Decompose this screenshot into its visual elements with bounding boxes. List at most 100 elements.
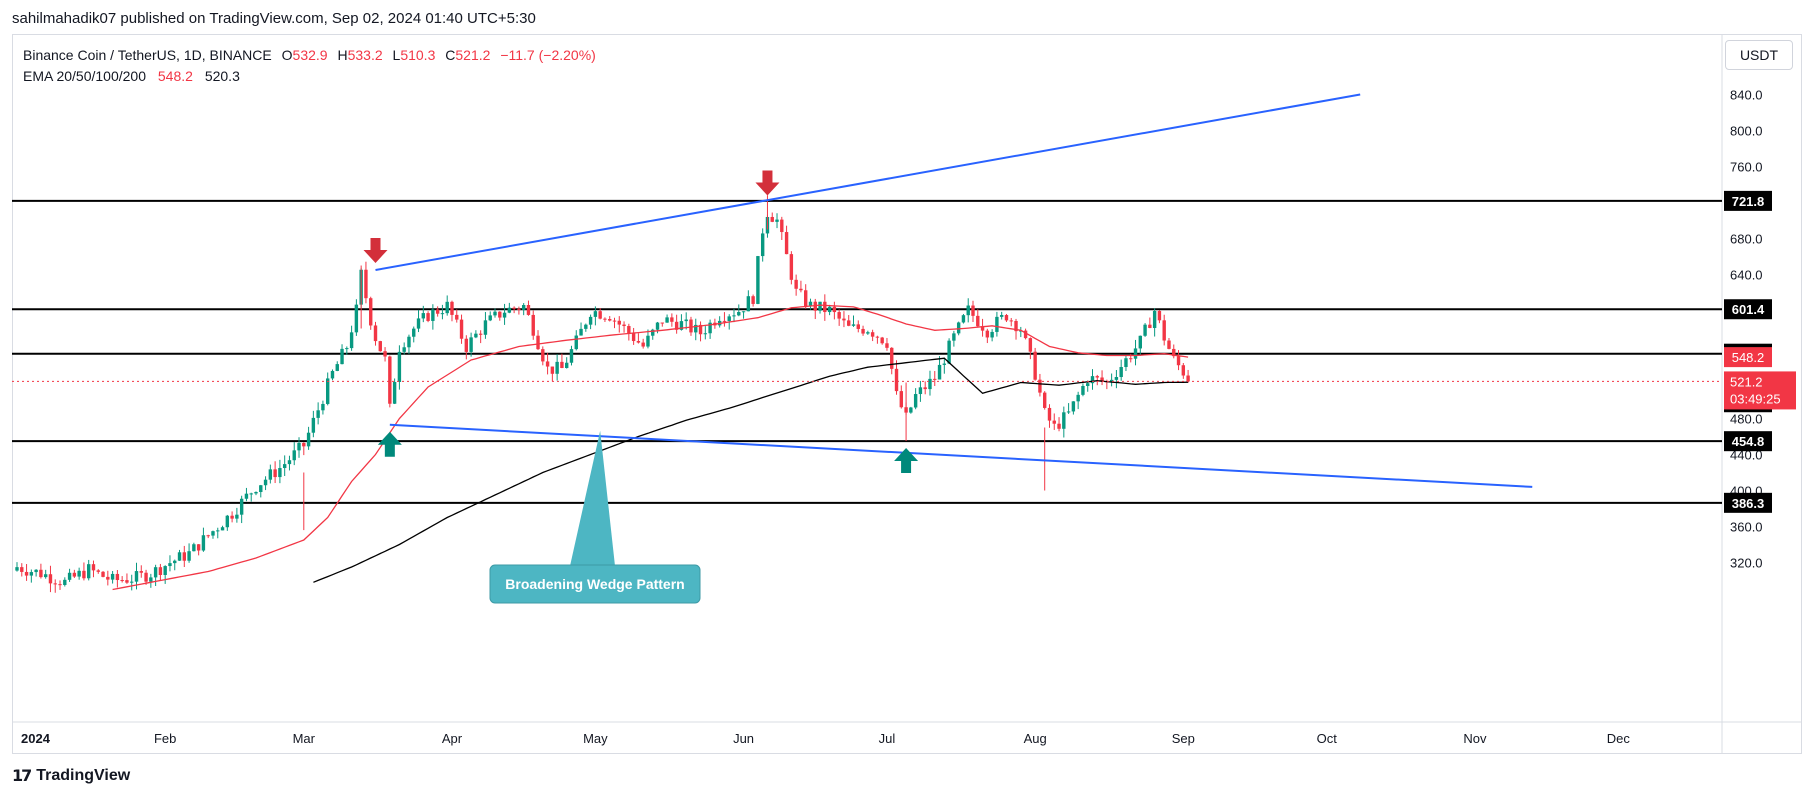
candle-body	[1176, 356, 1181, 366]
candle-body	[192, 544, 196, 552]
candle-body	[588, 316, 593, 325]
candle-body	[201, 535, 206, 551]
candle-body	[636, 341, 641, 343]
low-label: L	[392, 47, 401, 63]
candle-body	[326, 378, 330, 404]
candle-body	[1019, 330, 1023, 332]
close-value: 521.2	[455, 47, 491, 63]
candle-body	[708, 322, 712, 334]
candle-body	[1119, 367, 1123, 378]
candle-body	[1076, 394, 1080, 402]
candle-body	[163, 566, 167, 575]
candle-body	[1152, 310, 1157, 328]
candle-body	[1172, 348, 1176, 357]
candle-body	[569, 349, 574, 363]
candle-body	[1071, 401, 1076, 412]
change-value: −11.7 (−2.20%)	[500, 47, 596, 63]
up-arrow-icon	[377, 431, 402, 457]
candle-body	[340, 348, 344, 365]
candle-body	[760, 233, 765, 257]
candle-body	[842, 318, 846, 321]
candle-body	[421, 313, 425, 319]
candle-body	[144, 572, 148, 582]
time-axis-label: Jul	[879, 731, 896, 746]
candle-body	[82, 570, 86, 579]
candle-body	[890, 347, 894, 369]
candle-body	[593, 311, 598, 317]
candle-body	[866, 332, 870, 334]
ema-indicator-label[interactable]: EMA 20/50/100/200	[23, 68, 146, 84]
candle-body	[971, 305, 975, 316]
candle-body	[1162, 320, 1166, 341]
time-axis-label: Oct	[1317, 731, 1338, 746]
candle-body	[125, 580, 129, 583]
candle-body	[1062, 412, 1066, 429]
candle-body	[254, 492, 258, 494]
candle-body	[665, 317, 669, 323]
level-badge-label: 721.8	[1732, 194, 1765, 209]
candle-body	[106, 576, 110, 580]
candle-body	[20, 567, 24, 572]
candle-body	[545, 361, 550, 367]
candle-body	[330, 370, 335, 379]
candle-body	[292, 450, 296, 461]
candle-body	[913, 394, 918, 408]
candle-body	[412, 328, 416, 337]
candle-body	[780, 219, 784, 233]
currency-button[interactable]: USDT	[1725, 40, 1793, 70]
candle-body	[1014, 320, 1018, 332]
ohlc-row: Binance Coin / TetherUS, 1D, BINANCE O53…	[23, 45, 596, 66]
candle-body	[521, 305, 526, 310]
candle-body	[459, 319, 464, 339]
candle-body	[698, 324, 703, 335]
trendline-lower	[389, 423, 1533, 488]
symbol-title[interactable]: Binance Coin / TetherUS, 1D, BINANCE	[23, 47, 272, 63]
high-label: H	[337, 47, 348, 63]
time-axis-label: Mar	[293, 731, 316, 746]
candle-body	[498, 311, 502, 318]
level-badge	[1724, 431, 1772, 452]
candle-body	[598, 311, 602, 319]
candle-body	[990, 331, 994, 338]
candle-body	[1023, 330, 1028, 339]
candle-body	[1186, 375, 1190, 382]
tradingview-footer[interactable]: 17 TradingView	[12, 766, 130, 785]
time-axis-label: Jun	[733, 731, 754, 746]
candle-body	[416, 318, 421, 329]
candle-body	[115, 573, 120, 581]
candle-body	[63, 579, 67, 585]
candle-body	[674, 321, 679, 330]
candle-body	[646, 335, 650, 347]
candle-body	[397, 351, 402, 382]
price-axis-tick-label: 640.0	[1730, 268, 1763, 283]
candle-body	[679, 321, 684, 330]
price-axis-tick-label: 440.0	[1730, 448, 1763, 463]
level-badge	[1724, 190, 1772, 211]
candle-body	[483, 320, 488, 335]
publish-info: sahilmahadik07 published on TradingView.…	[12, 10, 536, 27]
candle-body	[732, 315, 736, 317]
candle-body	[77, 570, 81, 577]
candle-body	[536, 335, 540, 350]
candle-body	[1081, 385, 1085, 395]
candle-body	[225, 515, 230, 528]
candle-body	[48, 574, 53, 584]
candle-body	[584, 324, 588, 329]
candle-body	[440, 313, 445, 315]
time-axis-label: Sep	[1172, 731, 1195, 746]
candle-body	[110, 573, 115, 580]
up-arrow-icon	[894, 448, 919, 473]
price-axis-tick-label: 800.0	[1730, 124, 1763, 139]
candle-body	[431, 309, 435, 321]
price-axis-tick-label: 320.0	[1730, 556, 1763, 571]
candle-body	[741, 311, 746, 313]
candle-body	[651, 329, 655, 336]
candle-body	[1114, 377, 1119, 380]
candle-body	[220, 527, 225, 531]
candle-body	[1157, 310, 1162, 321]
candle-body	[808, 301, 813, 307]
candle-body	[823, 301, 827, 313]
candle-body	[24, 571, 29, 576]
candle-body	[1129, 358, 1133, 360]
